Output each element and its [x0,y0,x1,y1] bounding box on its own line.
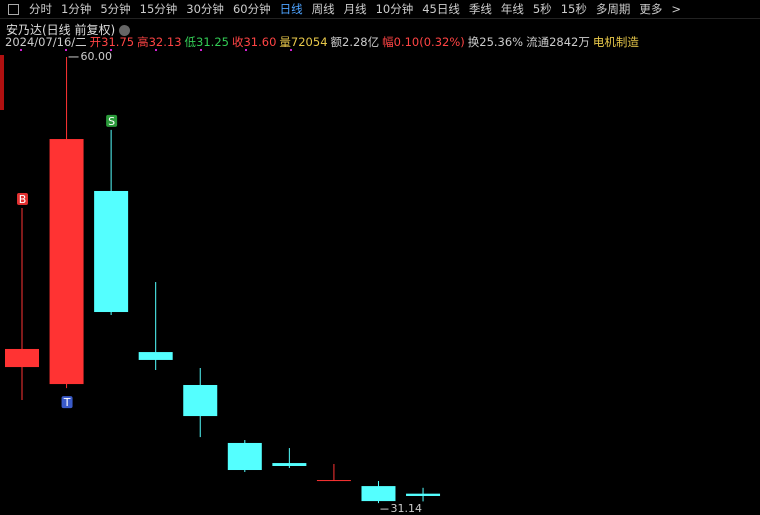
toolbar-item[interactable]: 15秒 [560,2,587,16]
signal-dot [245,49,247,51]
candle-body [183,384,218,417]
info-item: 流通2842万 [526,35,590,49]
candle-body [94,190,129,313]
dropdown-icon[interactable] [119,25,131,36]
info-item: 电机制造 [592,35,639,49]
toolbar-item[interactable]: 10分钟 [375,2,414,16]
toolbar-item[interactable]: 分时 [29,2,52,16]
info-item: 收31.60 [231,35,277,49]
stock-title: 安乃达(日线 前复权) [6,21,131,38]
side-bar [0,55,4,110]
signal-marker [17,192,28,205]
toolbar-item[interactable]: 日线 [279,2,303,16]
toolbar-item[interactable]: 多周期 [595,2,631,16]
toolbar-item[interactable]: 更多 [639,2,663,16]
signal-marker-text: S [108,115,115,128]
signal-marker-text: T [63,396,71,409]
candle-body [138,352,173,360]
panel-icon[interactable] [8,3,19,15]
candle-body [361,486,396,502]
title-text: 安乃达(日线 前复权) [6,23,116,37]
toolbar-item[interactable]: 45日线 [422,2,460,16]
signal-dot [200,49,202,51]
info-item: 高32.13 [137,35,182,49]
signal-marker-text: B [19,193,27,206]
info-item: 幅0.10(0.32%) [382,35,465,49]
candle-body [316,480,351,482]
info-row: 2024/07/16/二 开31.75 高32.13 低31.25 收31.60 量720… [5,34,642,50]
toolbar-item[interactable]: 5秒 [532,2,552,16]
candle-body [227,442,262,471]
toolbar-item[interactable]: 15分钟 [139,2,178,16]
signal-dot [20,49,22,51]
signal-dot [155,49,157,51]
max-label: 60.00 [81,50,113,63]
min-label: 31.14 [390,502,422,515]
signal-dot [110,49,112,51]
info-item: 量72054 [279,35,328,49]
info-item: 额2.28亿 [330,35,380,49]
signal-marker [61,396,73,409]
info-item: 2024/07/16/二 [5,35,87,49]
info-item: 开31.75 [89,35,135,49]
toolbar-item[interactable]: 月线 [343,2,367,16]
toolbar-item[interactable]: 周线 [311,2,335,16]
toolbar-item[interactable]: > [671,2,681,16]
candle-body [406,493,441,496]
candle-body [49,139,84,385]
toolbar-item[interactable]: 季线 [468,2,492,16]
signal-dot [65,49,67,51]
signal-marker [106,114,118,127]
info-item: 换25.36% [467,35,524,49]
candle-body [272,463,307,466]
info-item: 低31.25 [184,35,229,49]
toolbar-item[interactable]: 5分钟 [100,2,131,16]
candle-body [5,348,39,368]
toolbar-item[interactable]: 30分钟 [186,2,224,16]
toolbar-item[interactable]: 60分钟 [232,2,271,16]
toolbar: 分时 1分钟 5分钟 15分钟 30分钟 60分钟 日线 周线 月线 10分钟 45日线 季线 年线 5秒… [0,0,760,19]
toolbar-item[interactable]: 年线 [500,2,524,16]
signal-dot [290,49,292,51]
toolbar-item[interactable]: 1分钟 [61,2,92,16]
